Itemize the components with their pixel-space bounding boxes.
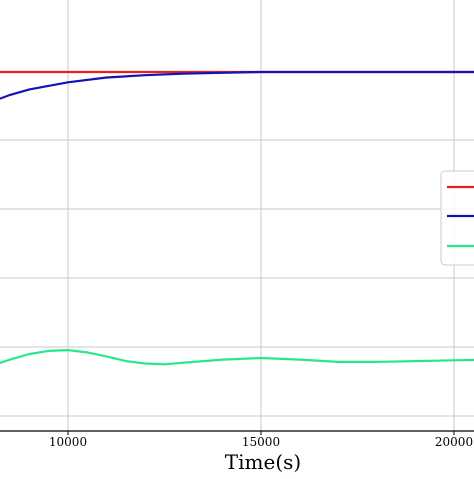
x-tick-label: 10000 bbox=[49, 435, 87, 449]
series-lines bbox=[0, 70, 474, 366]
x-tick-label: 20000 bbox=[435, 435, 473, 449]
legend bbox=[440, 170, 474, 266]
series-line-2 bbox=[0, 70, 474, 100]
series-line-3 bbox=[0, 349, 474, 366]
grid-lines bbox=[0, 0, 474, 432]
legend-box bbox=[440, 170, 474, 266]
x-axis-label: Time(s) bbox=[225, 450, 301, 474]
x-tick-label: 15000 bbox=[242, 435, 280, 449]
x-ticks: 1000015000200002500030000 bbox=[49, 431, 473, 449]
